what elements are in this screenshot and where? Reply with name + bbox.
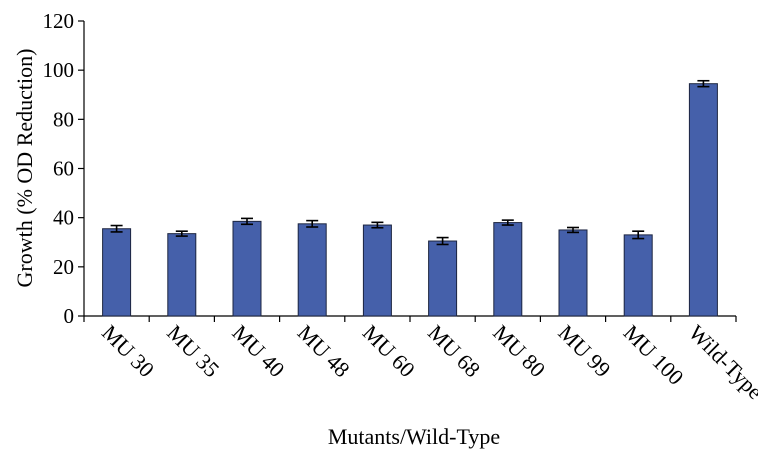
x-tick-label: MU 99 <box>553 320 615 382</box>
bar-mu-60 <box>362 224 392 317</box>
bar-mu-80 <box>493 222 523 317</box>
y-axis-label: Growth (% OD Reduction) <box>12 49 37 288</box>
bar-mu-68 <box>428 240 458 317</box>
y-tick-label: 100 <box>43 58 75 82</box>
error-bar <box>436 236 449 246</box>
x-tick-label: Wild-Type <box>684 320 758 404</box>
bar-mu-35 <box>167 233 197 317</box>
error-bar <box>175 230 188 237</box>
error-bar <box>697 79 710 88</box>
x-tick-label: MU 48 <box>293 320 355 382</box>
y-tick-label: 80 <box>53 107 74 131</box>
bar-mu-48 <box>297 223 327 317</box>
error-bar <box>501 219 514 226</box>
error-bar <box>306 219 319 228</box>
x-axis: MU 30 MU 35 MU 40 MU 48 MU 60 MU 68 MU 80 MU 99… <box>83 315 758 404</box>
bars-group <box>102 79 718 317</box>
y-tick-label: 120 <box>43 9 75 33</box>
error-bar <box>241 217 253 226</box>
x-tick-label: MU 80 <box>488 320 550 382</box>
x-tick-label: MU 30 <box>97 320 159 382</box>
x-tick-label: MU 40 <box>227 320 289 382</box>
y-tick-label: 60 <box>53 157 74 181</box>
error-bar <box>371 221 384 229</box>
bar-mu-99 <box>558 229 588 317</box>
x-tick-label: MU 100 <box>619 320 689 390</box>
bar-mu-100 <box>623 234 653 317</box>
x-tick-label: MU 60 <box>358 320 420 382</box>
bar-mu-40 <box>232 220 262 317</box>
x-tick-label: MU 68 <box>423 320 485 382</box>
error-bar <box>110 224 123 233</box>
y-tick-label: 40 <box>53 206 74 230</box>
bar-wild-type <box>688 83 718 317</box>
error-bar <box>567 226 579 234</box>
y-axis: 0 20 40 60 80 100 120 <box>43 9 85 328</box>
y-tick-label: 20 <box>53 255 74 279</box>
bar-mu-30 <box>102 228 132 317</box>
x-axis-label: Mutants/Wild-Type <box>328 424 500 449</box>
x-tick-label: MU 35 <box>162 320 224 382</box>
error-bar <box>632 230 645 240</box>
y-tick-label: 0 <box>64 304 75 328</box>
